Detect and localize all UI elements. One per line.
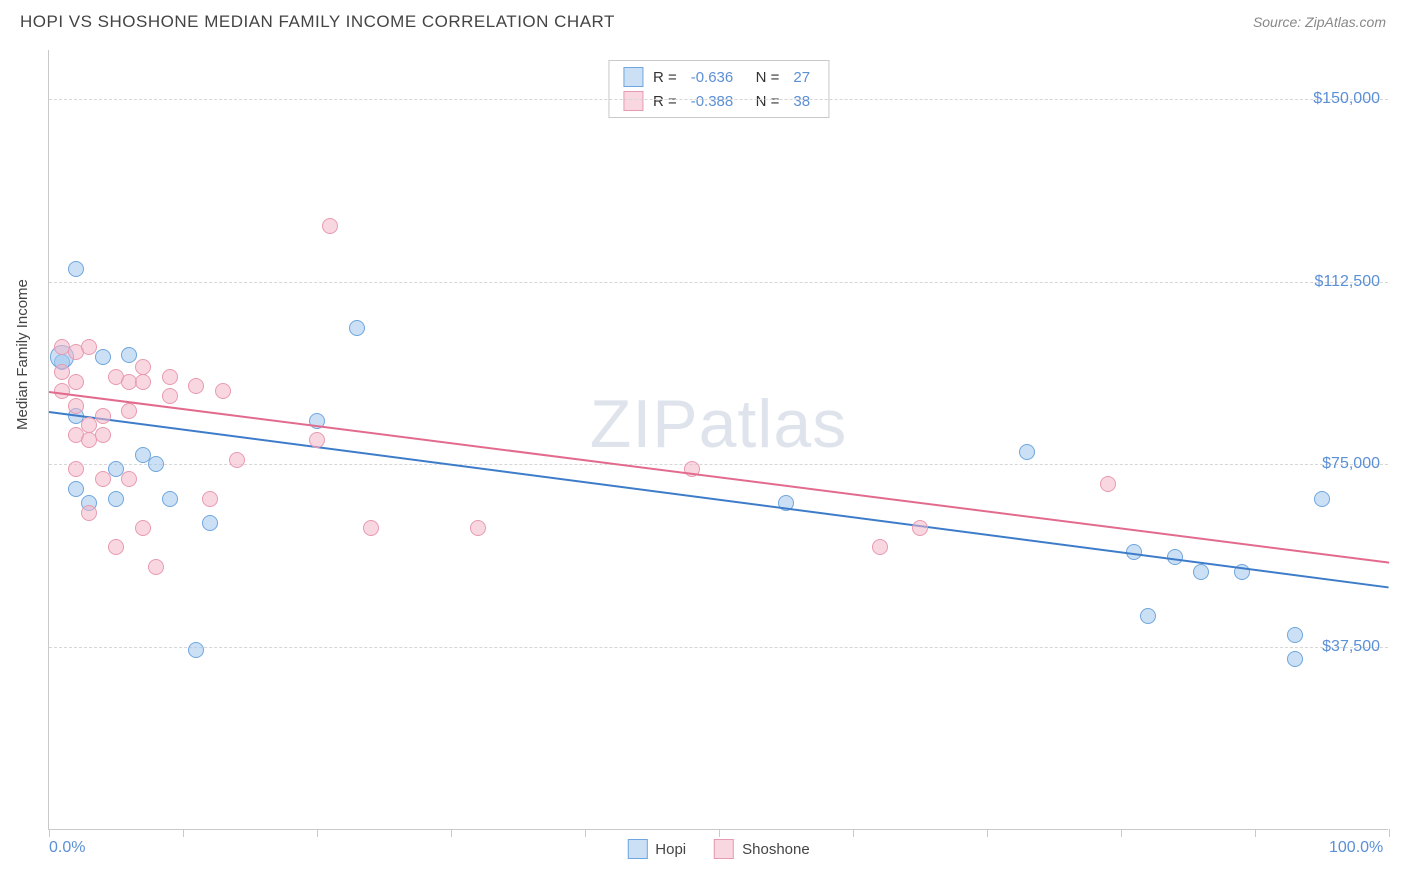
data-point	[188, 642, 204, 658]
data-point	[349, 320, 365, 336]
data-point	[1100, 476, 1116, 492]
stat-r-value: -0.636	[691, 69, 734, 86]
watermark: ZIPatlas	[590, 385, 847, 463]
data-point	[322, 218, 338, 234]
data-point	[68, 481, 84, 497]
stat-r-label: R =	[653, 93, 677, 110]
legend-label: Shoshone	[742, 841, 810, 858]
legend-item: Hopi	[627, 839, 686, 859]
stat-n-label: N =	[747, 69, 779, 86]
data-point	[1314, 491, 1330, 507]
gridline	[49, 282, 1388, 283]
legend-item: Shoshone	[714, 839, 810, 859]
x-tick-label: 0.0%	[49, 839, 85, 857]
x-tick-label: 100.0%	[1329, 839, 1383, 857]
data-point	[135, 520, 151, 536]
data-point	[148, 559, 164, 575]
data-point	[202, 491, 218, 507]
data-point	[1287, 627, 1303, 643]
legend-swatch	[714, 839, 734, 859]
data-point	[309, 432, 325, 448]
data-point	[363, 520, 379, 536]
stats-legend: R = -0.636 N = 27R = -0.388 N = 38	[608, 60, 829, 118]
chart-title: HOPI VS SHOSHONE MEDIAN FAMILY INCOME CO…	[20, 12, 615, 32]
legend-swatch	[623, 67, 643, 87]
gridline	[49, 464, 1388, 465]
data-point	[148, 456, 164, 472]
y-tick-label: $150,000	[1313, 90, 1380, 108]
watermark-light: atlas	[699, 386, 848, 462]
data-point	[95, 408, 111, 424]
data-point	[95, 427, 111, 443]
scatter-plot-area: ZIPatlas R = -0.636 N = 27R = -0.388 N =…	[48, 50, 1388, 830]
x-tick	[451, 829, 452, 837]
x-tick	[1389, 829, 1390, 837]
data-point	[188, 378, 204, 394]
data-point	[68, 461, 84, 477]
stat-r-value: -0.388	[691, 93, 734, 110]
gridline	[49, 99, 1388, 100]
x-tick	[1255, 829, 1256, 837]
data-point	[1140, 608, 1156, 624]
data-point	[912, 520, 928, 536]
source-attribution: Source: ZipAtlas.com	[1253, 14, 1386, 30]
data-point	[872, 539, 888, 555]
x-tick	[49, 829, 50, 837]
data-point	[1019, 444, 1035, 460]
trend-line	[49, 391, 1389, 564]
data-point	[68, 374, 84, 390]
stat-r-label: R =	[653, 69, 677, 86]
x-tick	[183, 829, 184, 837]
y-tick-label: $37,500	[1322, 638, 1380, 656]
y-axis-label: Median Family Income	[14, 279, 31, 430]
data-point	[162, 491, 178, 507]
stat-n-value: 38	[793, 93, 810, 110]
data-point	[215, 383, 231, 399]
legend-swatch	[623, 91, 643, 111]
data-point	[162, 388, 178, 404]
x-tick	[317, 829, 318, 837]
data-point	[121, 403, 137, 419]
x-tick	[853, 829, 854, 837]
y-tick-label: $112,500	[1314, 273, 1380, 291]
gridline	[49, 647, 1388, 648]
legend-label: Hopi	[655, 841, 686, 858]
stat-n-value: 27	[793, 69, 810, 86]
data-point	[81, 505, 97, 521]
chart-header: HOPI VS SHOSHONE MEDIAN FAMILY INCOME CO…	[0, 0, 1406, 38]
x-tick	[987, 829, 988, 837]
data-point	[121, 471, 137, 487]
data-point	[1287, 651, 1303, 667]
data-point	[68, 398, 84, 414]
watermark-bold: ZIP	[590, 386, 699, 462]
data-point	[162, 369, 178, 385]
data-point	[470, 520, 486, 536]
data-point	[202, 515, 218, 531]
data-point	[135, 359, 151, 375]
data-point	[81, 339, 97, 355]
data-point	[121, 347, 137, 363]
y-tick-label: $75,000	[1322, 455, 1380, 473]
data-point	[108, 539, 124, 555]
data-point	[108, 491, 124, 507]
data-point	[95, 471, 111, 487]
data-point	[135, 374, 151, 390]
data-point	[1193, 564, 1209, 580]
data-point	[68, 261, 84, 277]
data-point	[229, 452, 245, 468]
series-legend: Hopi Shoshone	[627, 839, 809, 859]
x-tick	[585, 829, 586, 837]
legend-swatch	[627, 839, 647, 859]
trend-line	[49, 411, 1389, 588]
x-tick	[1121, 829, 1122, 837]
stats-legend-row: R = -0.388 N = 38	[609, 89, 828, 113]
stats-legend-row: R = -0.636 N = 27	[609, 65, 828, 89]
data-point	[95, 349, 111, 365]
stat-n-label: N =	[747, 93, 779, 110]
x-tick	[719, 829, 720, 837]
